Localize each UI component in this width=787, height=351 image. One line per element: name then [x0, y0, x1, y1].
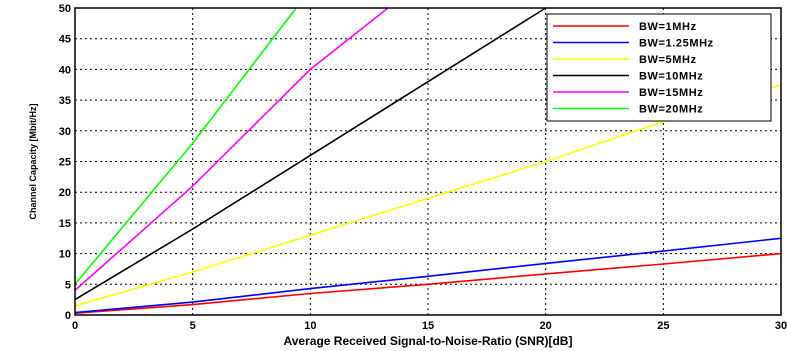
series-line: [74, 252, 782, 314]
legend-entry-label: BW=20MHz: [639, 104, 703, 116]
x-tick-label: 10: [304, 320, 316, 332]
x-axis-label: Average Received Signal-to-Noise-Ratio (…: [284, 334, 573, 348]
legend: BW=1MHz BW=1.25MHz BW=5MHz BW=10MHz BW=15MHz…: [546, 13, 772, 122]
legend-entry-label: BW=1MHz: [639, 21, 697, 33]
y-tick-labels: 0 5 10 15 20 25 30 35 40 45 50: [59, 3, 71, 322]
y-tick-label: 40: [59, 64, 71, 76]
series-line: [74, 7, 297, 285]
x-tick-label: 0: [72, 320, 78, 332]
y-tick-label: 25: [59, 157, 71, 169]
series-lines: [74, 7, 782, 314]
legend-entry-label: BW=5MHz: [639, 54, 697, 66]
y-tick-label: 45: [59, 34, 71, 46]
x-tick-label: 15: [422, 320, 434, 332]
y-tick-label: 15: [59, 218, 71, 230]
series-line: [74, 7, 389, 291]
y-tick-label: 35: [59, 95, 71, 107]
x-tick-label: 25: [657, 320, 669, 332]
y-tick-label: 50: [59, 3, 71, 15]
plot-frame: [74, 7, 782, 316]
x-tick-label: 5: [190, 320, 196, 332]
legend-entry-label: BW=15MHz: [639, 87, 703, 99]
legend-entry-label: BW=1.25MHz: [639, 38, 714, 50]
x-tick-labels: 0 5 10 15 20 25 30: [72, 320, 787, 332]
series-line: [74, 237, 782, 314]
legend-entry-label: BW=10MHz: [639, 71, 703, 83]
y-tick-label: 10: [59, 249, 71, 261]
y-axis-label: Channel Capacity [Mbit/Hz]: [28, 103, 38, 219]
legend-box: [546, 13, 772, 122]
x-tick-label: 30: [775, 320, 787, 332]
y-tick-label: 0: [65, 310, 71, 322]
y-tick-label: 30: [59, 126, 71, 138]
x-tick-label: 20: [540, 320, 552, 332]
y-tick-label: 20: [59, 187, 71, 199]
series-line: [74, 7, 547, 301]
y-tick-label: 5: [65, 279, 71, 291]
series-line: [74, 84, 782, 307]
